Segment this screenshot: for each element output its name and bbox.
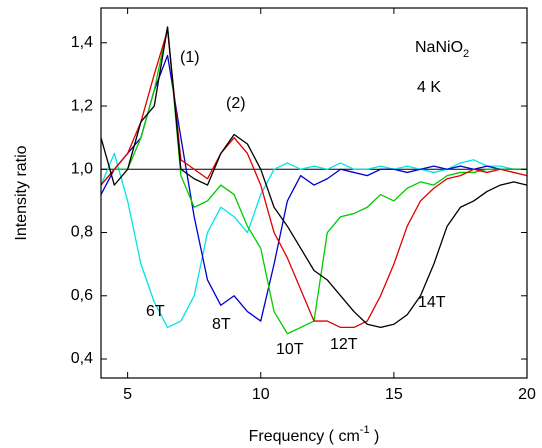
series-label: 12T (330, 336, 358, 353)
series-line (100, 54, 527, 322)
series-line (100, 26, 528, 329)
y-tick-label: 0,4 (71, 350, 93, 367)
annotation: (1) (180, 49, 200, 66)
condition-label: 4 K (417, 79, 441, 96)
x-axis-label-end: ) (370, 428, 380, 445)
series-line (100, 29, 528, 329)
compound-label: NaNiO2 (415, 39, 469, 60)
series-label: 8T (212, 316, 231, 333)
annotation: (2) (226, 95, 246, 112)
x-axis-label-sup: -1 (360, 424, 370, 436)
series-label: 10T (276, 341, 304, 358)
series-label: 6T (146, 303, 165, 320)
x-axis-label: Frequency ( cm-1 ) (249, 424, 380, 445)
y-tick-label: 1,0 (71, 161, 93, 178)
y-axis-label: Intensity ratio (13, 145, 30, 240)
x-tick-label: 20 (518, 386, 536, 403)
x-axis-label-text: Frequency ( cm (249, 428, 360, 445)
series-line (100, 26, 527, 335)
series-line (100, 152, 527, 329)
x-tick-label: 10 (252, 386, 270, 403)
y-tick-label: 1,4 (71, 34, 93, 51)
x-tick-label: 5 (123, 386, 132, 403)
plot-frame (100, 7, 528, 379)
y-tick-label: 0,8 (71, 224, 93, 241)
x-tick-label: 15 (385, 386, 403, 403)
y-tick-label: 1,2 (71, 97, 93, 114)
series-label: 14T (418, 294, 446, 311)
compound-sub: 2 (463, 48, 469, 60)
y-tick-label: 0,6 (71, 287, 93, 304)
compound-text: NaNiO (415, 39, 463, 56)
